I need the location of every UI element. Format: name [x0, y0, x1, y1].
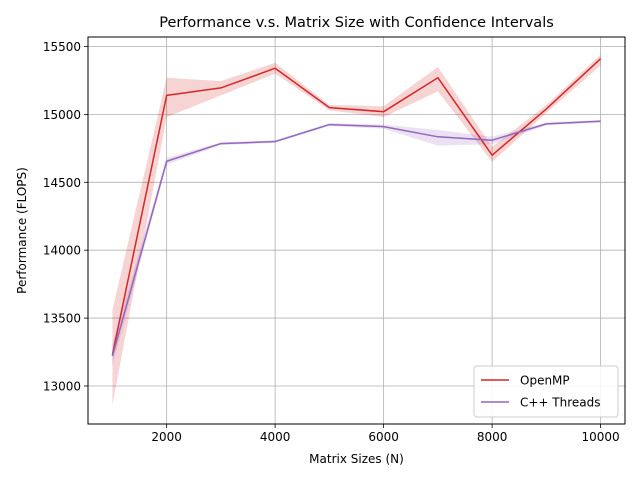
- y-tick-label: 15500: [43, 40, 81, 54]
- x-axis-label: Matrix Sizes (N): [309, 452, 404, 466]
- x-axis-ticks: 2000 4000 6000 8000 10000: [151, 424, 620, 444]
- legend-label-cpp-threads: C++ Threads: [520, 396, 601, 410]
- legend-box: [473, 365, 619, 418]
- series-lines: [111, 58, 602, 357]
- y-tick-label: 15000: [43, 108, 81, 122]
- y-axis-label: Performance (FLOPS): [15, 167, 29, 294]
- plot-frame: [87, 36, 626, 425]
- y-axis-ticks: 13000 13500 14000 14500 15000 15500: [43, 40, 88, 393]
- confidence-band-openmp: [112, 54, 601, 405]
- grid: [88, 37, 625, 424]
- legend: OpenMP C++ Threads: [473, 365, 619, 418]
- x-tick-label: 2000: [151, 430, 182, 444]
- x-tick-label: 10000: [581, 430, 619, 444]
- x-tick-label: 4000: [260, 430, 291, 444]
- legend-label-openmp: OpenMP: [520, 374, 570, 388]
- x-tick-label: 6000: [368, 430, 399, 444]
- chart-title: Performance v.s. Matrix Size with Confid…: [159, 15, 554, 31]
- confidence-bands: [112, 54, 601, 405]
- series-line-c-threads: [111, 120, 601, 357]
- x-tick-label: 8000: [477, 430, 508, 444]
- y-tick-label: 14500: [43, 176, 81, 190]
- y-tick-label: 13000: [43, 379, 81, 393]
- y-tick-label: 14000: [43, 244, 81, 258]
- y-tick-label: 13500: [43, 312, 81, 326]
